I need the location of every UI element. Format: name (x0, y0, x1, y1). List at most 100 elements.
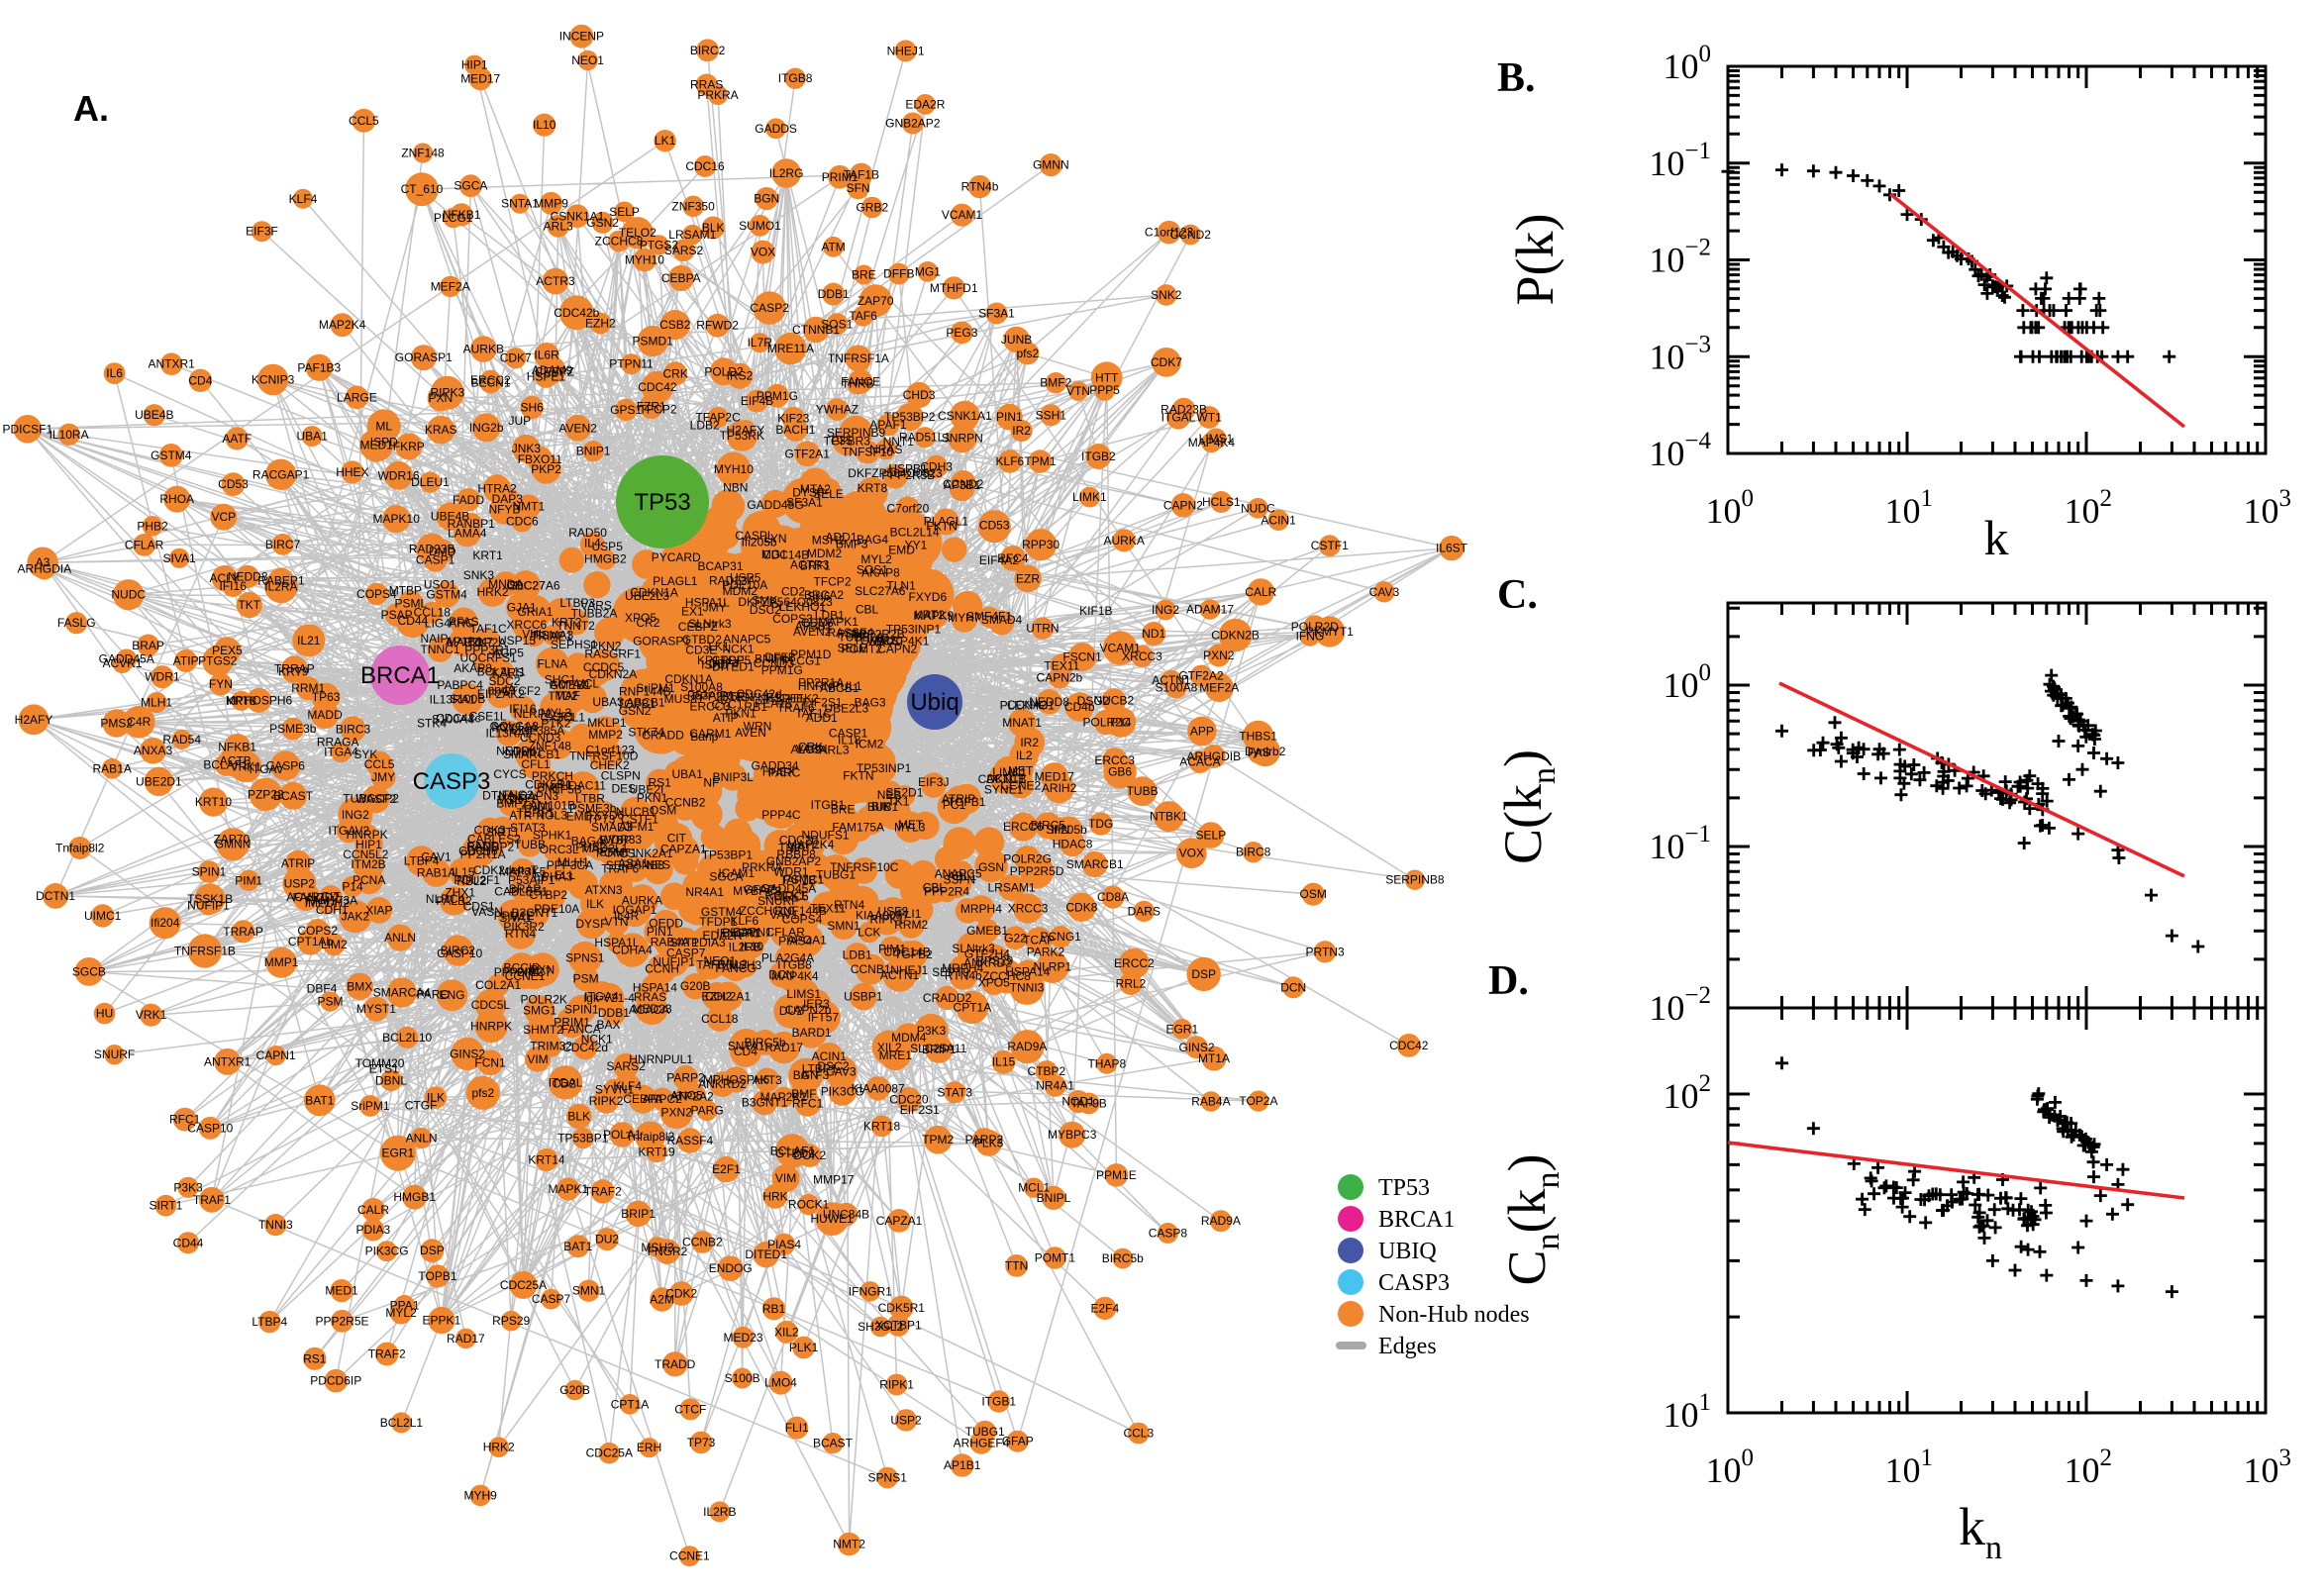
svg-text:HSPE1: HSPE1 (527, 370, 566, 384)
svg-text:DYSF: DYSF (575, 917, 607, 931)
svg-text:P3K3: P3K3 (173, 1180, 203, 1194)
svg-text:ZCCHC8: ZCCHC8 (595, 235, 644, 249)
svg-text:BCLAF1: BCLAF1 (203, 757, 249, 771)
svg-text:SMN1: SMN1 (572, 1284, 606, 1298)
svg-text:UBE2D1: UBE2D1 (136, 774, 182, 788)
svg-text:SPNS1: SPNS1 (868, 1471, 908, 1485)
svg-text:THRB: THRB (842, 377, 874, 391)
svg-text:PRKRA: PRKRA (697, 88, 738, 102)
svg-text:LIMK1: LIMK1 (1072, 490, 1107, 504)
svg-text:ITGA4: ITGA4 (324, 746, 358, 759)
svg-text:VOX: VOX (751, 246, 775, 259)
svg-text:CDC25A: CDC25A (500, 1278, 547, 1292)
svg-text:PPP5: PPP5 (721, 653, 752, 667)
svg-text:MYL2: MYL2 (385, 1306, 417, 1320)
svg-text:lgk-V21-4: lgk-V21-4 (584, 991, 636, 1005)
svg-text:BLK: BLK (567, 1109, 590, 1123)
svg-text:XIL2: XIL2 (774, 1325, 799, 1339)
svg-text:CASP3: CASP3 (413, 768, 491, 795)
svg-text:STAT3: STAT3 (937, 1085, 972, 1099)
svg-text:ANLN: ANLN (406, 1131, 438, 1145)
svg-text:C7orf20: C7orf20 (887, 502, 930, 516)
svg-text:OEDD: OEDD (649, 917, 683, 931)
svg-text:AKAP8: AKAP8 (454, 661, 492, 675)
svg-text:TP53INP1: TP53INP1 (886, 623, 942, 637)
svg-text:EPPK1: EPPK1 (423, 1314, 461, 1328)
svg-text:BAT1: BAT1 (563, 1240, 592, 1253)
svg-text:KCNIP3: KCNIP3 (252, 373, 295, 387)
svg-text:PYCARD: PYCARD (652, 550, 701, 564)
svg-text:CAPN1: CAPN1 (256, 1048, 296, 1062)
svg-text:PSMC1: PSMC1 (783, 873, 825, 887)
svg-text:MMP17: MMP17 (813, 1172, 855, 1186)
svg-text:UBA1: UBA1 (297, 430, 329, 444)
svg-text:NFKB1: NFKB1 (218, 741, 256, 754)
svg-text:TOPB1: TOPB1 (418, 1269, 456, 1283)
svg-text:C1orf123: C1orf123 (1145, 226, 1194, 240)
svg-text:AVEN: AVEN (735, 726, 766, 740)
svg-text:GNB2AP2: GNB2AP2 (885, 117, 941, 131)
svg-text:HIP1: HIP1 (461, 58, 488, 72)
svg-text:INCENP: INCENP (559, 30, 604, 44)
svg-text:G20B: G20B (559, 1383, 590, 1397)
svg-text:AIFM1: AIFM1 (619, 820, 655, 834)
svg-text:BMF: BMF (791, 1087, 816, 1101)
svg-text:MNAT1: MNAT1 (1002, 716, 1042, 730)
svg-text:IR2: IR2 (1020, 736, 1039, 749)
svg-text:NFKB1: NFKB1 (443, 208, 481, 222)
svg-text:CSE1L: CSE1L (468, 710, 506, 724)
svg-text:MRE1: MRE1 (879, 1048, 913, 1062)
svg-text:KLF6: KLF6 (996, 454, 1025, 468)
svg-text:SERPINB8: SERPINB8 (1385, 873, 1445, 887)
svg-text:SUMO1: SUMO1 (739, 219, 781, 233)
svg-text:CAV1: CAV1 (421, 850, 452, 864)
svg-text:RB1: RB1 (762, 1302, 786, 1316)
svg-text:NTBK1: NTBK1 (1150, 810, 1188, 824)
svg-text:SMF4F1: SMF4F1 (966, 610, 1012, 624)
svg-text:SFN: SFN (847, 181, 870, 195)
svg-text:IER3: IER3 (803, 997, 830, 1011)
svg-text:CSTF1: CSTF1 (1311, 539, 1349, 552)
svg-text:GMEB1: GMEB1 (966, 924, 1008, 938)
svg-text:NEO1: NEO1 (571, 53, 604, 67)
svg-text:GSN: GSN (978, 860, 1004, 874)
svg-text:TP53BP1: TP53BP1 (557, 1132, 609, 1146)
svg-text:PARG: PARG (691, 1104, 724, 1118)
svg-text:POMT1: POMT1 (1035, 1251, 1076, 1265)
svg-text:PLA2G4A: PLA2G4A (761, 951, 814, 965)
svg-text:RPS29: RPS29 (492, 1314, 530, 1328)
svg-text:JUNB: JUNB (1001, 333, 1032, 347)
svg-text:MADD: MADD (307, 708, 343, 722)
svg-text:FANCG: FANCG (715, 961, 756, 975)
svg-text:XIAP: XIAP (365, 903, 392, 917)
svg-text:EDA2R: EDA2R (905, 97, 945, 111)
svg-text:FLNA: FLNA (537, 657, 567, 671)
svg-text:PPP2R4: PPP2R4 (924, 885, 969, 899)
svg-text:COL2A1: COL2A1 (475, 978, 521, 992)
svg-text:IL2RB: IL2RB (703, 1505, 736, 1519)
svg-text:DLEU1: DLEU1 (411, 475, 450, 489)
svg-text:ING2b: ING2b (469, 421, 504, 435)
svg-text:BNIP3L: BNIP3L (713, 770, 755, 784)
svg-text:MYL2: MYL2 (860, 552, 892, 566)
svg-text:TUBB: TUBB (1127, 784, 1159, 798)
svg-text:SLC27A6: SLC27A6 (509, 579, 560, 593)
svg-text:ML: ML (375, 419, 392, 433)
svg-text:pfs2: pfs2 (471, 1086, 494, 1100)
svg-text:VCL: VCL (576, 676, 600, 690)
svg-text:ACACA: ACACA (629, 1003, 669, 1017)
svg-text:BIRC2: BIRC2 (690, 44, 726, 57)
svg-text:BRCA2: BRCA2 (804, 588, 844, 602)
svg-text:BIRC3: BIRC3 (336, 722, 371, 736)
svg-text:IRS2: IRS2 (727, 369, 754, 383)
svg-text:POLR2C: POLR2C (1082, 715, 1130, 729)
svg-text:LTBP3: LTBP3 (559, 596, 595, 610)
svg-text:TKT: TKT (238, 598, 260, 612)
svg-text:CRK: CRK (663, 366, 688, 380)
svg-text:CCN5L2: CCN5L2 (343, 848, 388, 861)
svg-text:CASP8: CASP8 (1149, 1226, 1188, 1240)
svg-text:DCTN1: DCTN1 (36, 889, 75, 903)
svg-text:TNFRSF10C: TNFRSF10C (830, 860, 899, 874)
svg-text:RAD23A: RAD23A (709, 574, 756, 588)
svg-text:NTHL1: NTHL1 (505, 745, 543, 758)
